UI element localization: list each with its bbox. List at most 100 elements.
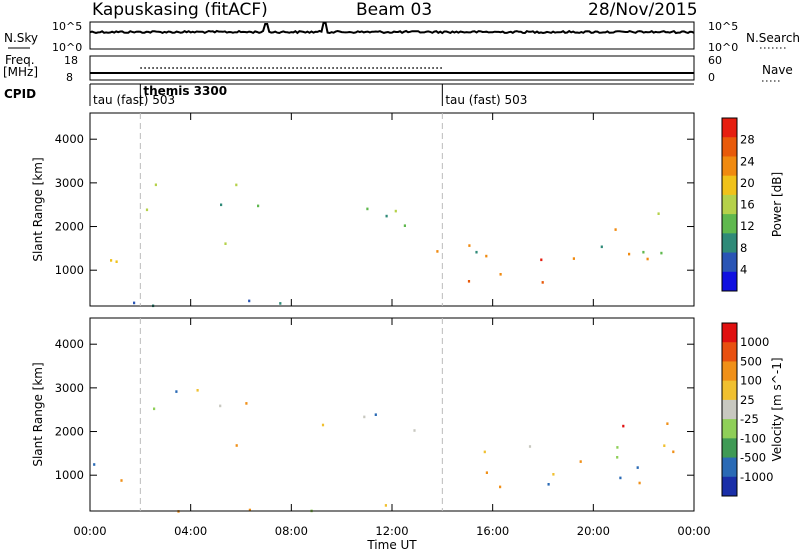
- cpid-entry-label: tau (fast) 503: [445, 93, 527, 107]
- data-cell: [403, 224, 406, 227]
- data-cell: [614, 228, 617, 231]
- data-cell: [220, 203, 223, 207]
- nsearch-label: N.Search: [746, 31, 800, 45]
- y-axis-label: Slant Range [km]: [31, 362, 45, 466]
- data-cell: [154, 183, 157, 187]
- cpid-entry-label: themis 3300: [143, 84, 227, 98]
- colorbar-segment: [722, 380, 737, 401]
- colorbar-segment: [722, 476, 737, 497]
- colorbar-frame: [721, 117, 738, 292]
- nsky-line: [89, 22, 695, 35]
- data-cell: [468, 244, 471, 247]
- data-cell: [153, 407, 156, 411]
- data-cell: [175, 390, 178, 393]
- colorbar-segment: [722, 271, 737, 292]
- colorbar-tick-label: -25: [740, 412, 759, 426]
- y-tick-label: 1000: [55, 468, 84, 482]
- data-cell: [279, 302, 282, 305]
- velocity-axes: 1000 2000 3000 4000 Slant Range [km]: [31, 318, 695, 511]
- colorbar-segment: [722, 323, 737, 343]
- data-cell: [245, 402, 248, 405]
- x-tick-label: 08:00: [275, 524, 308, 538]
- nave-label: Nave: [762, 63, 793, 77]
- freq-unit: [MHz]: [3, 65, 38, 79]
- colorbar-tick-label: -100: [740, 431, 766, 445]
- data-cell: [657, 212, 660, 215]
- nsky-tick-top: 10^5: [52, 20, 82, 33]
- colorbar-segment: [722, 438, 737, 459]
- colorbar-tick-label: 8: [740, 241, 747, 255]
- y-tick-label: 3000: [55, 176, 84, 190]
- colorbar-segment: [722, 399, 737, 420]
- data-cell: [642, 250, 645, 254]
- data-cell: [499, 485, 502, 489]
- data-cell: [384, 504, 387, 507]
- data-cell: [235, 444, 238, 447]
- data-cell: [541, 281, 544, 284]
- colorbar-tick-label: 1000: [740, 335, 769, 349]
- freq-label: Freq.: [5, 53, 35, 67]
- y-tick-label: 3000: [55, 381, 84, 395]
- data-cell: [248, 508, 251, 512]
- colorbar-segment: [722, 361, 737, 382]
- data-cell: [616, 456, 619, 459]
- data-cell: [600, 245, 603, 249]
- colorbar-segment: [722, 252, 737, 273]
- colorbar-tick-label: 4: [740, 262, 747, 276]
- data-cell: [616, 446, 619, 449]
- freq-tick-top: 18: [64, 54, 78, 67]
- y-tick-label: 2000: [55, 425, 84, 439]
- data-cell: [628, 252, 631, 256]
- data-cell: [579, 460, 582, 463]
- data-cell: [224, 242, 227, 245]
- colorbar-segment: [722, 457, 737, 478]
- colorbar-segment: [722, 175, 737, 196]
- data-cell: [248, 299, 251, 303]
- cpid-label: CPID: [4, 87, 36, 101]
- y-tick-label: 4000: [55, 337, 84, 351]
- x-tick-label: 00:00: [73, 524, 106, 538]
- data-cell: [436, 250, 439, 253]
- time-axis: 00:00 04:00 08:00 12:00 16:00 20:00 00:00: [73, 524, 710, 538]
- data-cell: [646, 257, 649, 261]
- freq-tick-bottom: 8: [66, 71, 73, 84]
- velocity-panel: [89, 317, 695, 512]
- colorbar-tick-label: 28: [740, 133, 755, 147]
- data-cell: [374, 413, 377, 416]
- y-tick-label: 1000: [55, 263, 84, 277]
- colorbar-segment: [722, 342, 737, 362]
- freq-panel: [89, 55, 695, 81]
- cpid-entry-label: tau (fast) 503: [93, 93, 175, 107]
- colorbar-segment: [722, 118, 737, 138]
- beam-title: Beam 03: [356, 0, 432, 20]
- data-cell: [528, 445, 532, 448]
- data-cell: [638, 481, 641, 485]
- data-cell: [547, 483, 550, 486]
- nsearch-tick-bottom: 10^0: [708, 41, 738, 54]
- data-cell: [219, 404, 222, 408]
- nsky-label: N.Sky: [4, 31, 38, 45]
- x-tick-label: 12:00: [375, 524, 408, 538]
- data-cell: [145, 208, 149, 212]
- data-cell: [572, 257, 575, 260]
- data-cell: [115, 260, 118, 263]
- colorbar-frame: [721, 322, 738, 497]
- y-tick-label: 2000: [55, 220, 84, 234]
- data-cell: [321, 423, 325, 427]
- nsky-tick-bottom: 10^0: [52, 41, 82, 54]
- data-cell: [257, 204, 260, 208]
- colorbar-segment: [722, 233, 737, 254]
- data-cell: [485, 254, 488, 258]
- data-cell: [666, 422, 669, 425]
- nsearch-tick-top: 10^5: [708, 20, 738, 33]
- nave-tick-bottom: 0: [708, 71, 715, 84]
- velocity-scatter: [93, 389, 675, 513]
- data-cell: [196, 389, 199, 392]
- y-axis-label: Slant Range [km]: [31, 157, 45, 261]
- colorbar-label: Velocity [m s^-1]: [770, 357, 784, 461]
- colorbar-segment: [722, 214, 737, 234]
- colorbar-segment: [722, 194, 737, 215]
- data-cell: [235, 183, 238, 187]
- x-tick-label: 04:00: [174, 524, 207, 538]
